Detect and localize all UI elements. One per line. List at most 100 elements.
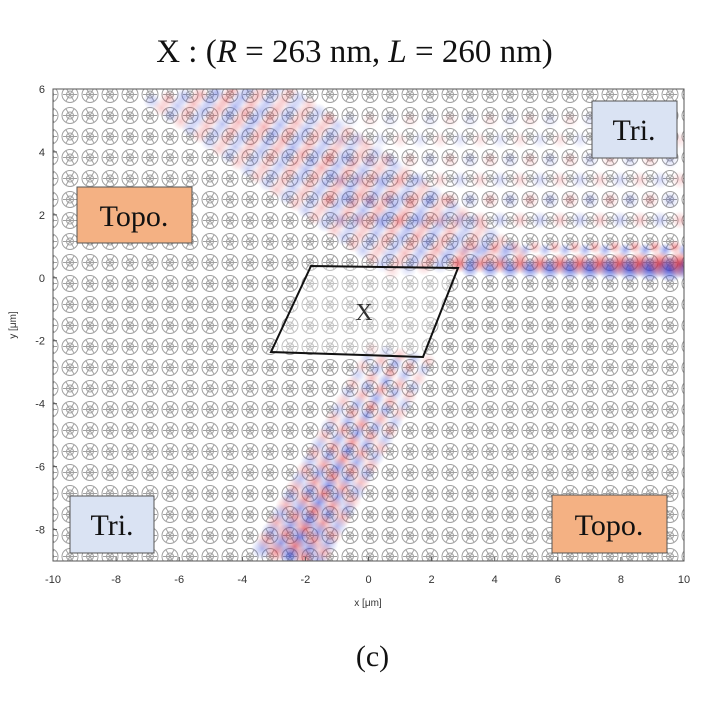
- field-positive-lobe: [521, 151, 539, 169]
- field-positive-lobe: [671, 211, 684, 229]
- y-axis-label: y [μm]: [8, 311, 19, 339]
- field-negative-lobe: [411, 131, 429, 149]
- field-negative-lobe: [531, 131, 549, 149]
- field-positive-lobe: [391, 131, 409, 149]
- topo-label: Topo.: [575, 509, 644, 542]
- field-positive-lobe: [511, 171, 529, 189]
- x-tick-label: 6: [555, 574, 561, 586]
- region-label-topo-lower-right: Topo.: [551, 494, 668, 554]
- y-tick-label: 2: [39, 210, 45, 222]
- x-tick-label: -4: [237, 574, 247, 586]
- y-tick-label: -6: [35, 462, 45, 474]
- axis-ticks: -10 -8 -6 -4 -2 0 2 4 6 8 10 6 4 2 0 -2 -4 -6 -8: [35, 84, 690, 586]
- region-label-tri-lower-left: Tri.: [69, 495, 155, 554]
- field-positive-lobe: [631, 211, 649, 229]
- field-positive-lobe: [551, 131, 569, 149]
- field-negative-lobe: [307, 550, 329, 561]
- field-positive-lobe: [431, 211, 449, 229]
- x-tick-label: 0: [365, 574, 371, 586]
- field-positive-lobe: [361, 191, 379, 209]
- field-negative-lobe: [399, 260, 417, 278]
- field-negative-lobe: [581, 191, 599, 209]
- field-positive-lobe: [591, 211, 609, 229]
- field-negative-lobe: [491, 131, 509, 149]
- tri-label: Tri.: [612, 114, 655, 147]
- field-negative-lobe: [381, 111, 399, 129]
- field-negative-lobe: [421, 111, 439, 129]
- field-negative-lobe: [421, 191, 439, 209]
- field-positive-lobe: [401, 191, 419, 209]
- field-negative-lobe: [678, 243, 684, 257]
- field-positive-lobe: [471, 211, 489, 229]
- field-negative-lobe: [331, 211, 349, 229]
- title-prefix: X : (: [156, 34, 217, 70]
- field-positive-lobe: [521, 191, 539, 209]
- field-negative-lobe: [381, 191, 399, 209]
- x-tick-label: 2: [429, 574, 435, 586]
- field-positive-lobe: [481, 151, 499, 169]
- field-positive-lobe: [511, 211, 529, 229]
- field-negative-lobe: [541, 151, 559, 169]
- field-negative-lobe: [571, 131, 589, 149]
- field-intensity-layer: [143, 89, 702, 561]
- topo-label: Topo.: [100, 200, 169, 233]
- field-negative-lobe: [541, 191, 559, 209]
- field-positive-lobe: [441, 191, 459, 209]
- cavity-x-outline: [269, 264, 460, 359]
- field-positive-lobe: [401, 151, 419, 169]
- field-positive-lobe: [471, 131, 489, 149]
- field-positive-lobe: [321, 111, 339, 129]
- field-positive-lobe: [351, 211, 369, 229]
- y-tick-label: -8: [35, 525, 45, 537]
- field-negative-lobe: [411, 171, 429, 189]
- field-negative-lobe: [661, 191, 679, 209]
- field-negative-lobe: [501, 191, 519, 209]
- field-negative-lobe: [331, 171, 349, 189]
- field-negative-lobe: [531, 211, 549, 229]
- field-positive-lobe: [441, 111, 459, 129]
- field-negative-lobe: [461, 151, 479, 169]
- field-negative-lobe: [451, 171, 469, 189]
- field-negative-lobe: [651, 211, 669, 229]
- field-positive-lobe: [391, 171, 409, 189]
- title-r-value: = 263 nm,: [236, 34, 389, 70]
- field-negative-lobe: [541, 111, 559, 129]
- title-l-value: = 260 nm): [406, 34, 553, 70]
- field-positive-lobe: [561, 191, 579, 209]
- x-axis-label: x [μm]: [354, 598, 382, 609]
- y-tick-label: 4: [39, 147, 45, 159]
- field-positive-lobe: [591, 171, 609, 189]
- field-negative-lobe: [651, 171, 669, 189]
- region-label-tri-upper-right: Tri.: [591, 100, 678, 159]
- field-positive-lobe: [561, 111, 579, 129]
- field-negative-lobe: [621, 191, 639, 209]
- field-negative-lobe: [501, 151, 519, 169]
- field-negative-lobe: [431, 256, 449, 274]
- field-positive-lobe: [601, 191, 619, 209]
- field-negative-lobe: [421, 151, 439, 169]
- field-positive-lobe: [479, 250, 497, 268]
- figure-title: X : (R = 263 nm, L = 260 nm): [0, 34, 709, 71]
- field-positive-lobe: [351, 171, 369, 189]
- field-positive-lobe: [511, 131, 529, 149]
- y-tick-label: 0: [39, 273, 45, 285]
- field-negative-lobe: [571, 171, 589, 189]
- field-negative-lobe: [451, 211, 469, 229]
- field-positive-lobe: [351, 131, 369, 149]
- x-tick-label: 4: [492, 574, 498, 586]
- field-positive-lobe: [551, 171, 569, 189]
- field-positive-lobe: [688, 240, 702, 254]
- field-positive-lobe: [441, 151, 459, 169]
- field-negative-lobe: [611, 211, 629, 229]
- field-positive-lobe: [521, 111, 539, 129]
- field-negative-lobe: [341, 151, 359, 169]
- field-negative-lobe: [371, 131, 389, 149]
- field-positive-lobe: [631, 171, 649, 189]
- x-tick-label: 10: [678, 574, 690, 586]
- field-positive-lobe: [641, 191, 659, 209]
- field-negative-lobe: [341, 111, 359, 129]
- field-positive-lobe: [321, 151, 339, 169]
- field-positive-lobe: [321, 191, 339, 209]
- region-label-topo-upper-left: Topo.: [76, 186, 193, 244]
